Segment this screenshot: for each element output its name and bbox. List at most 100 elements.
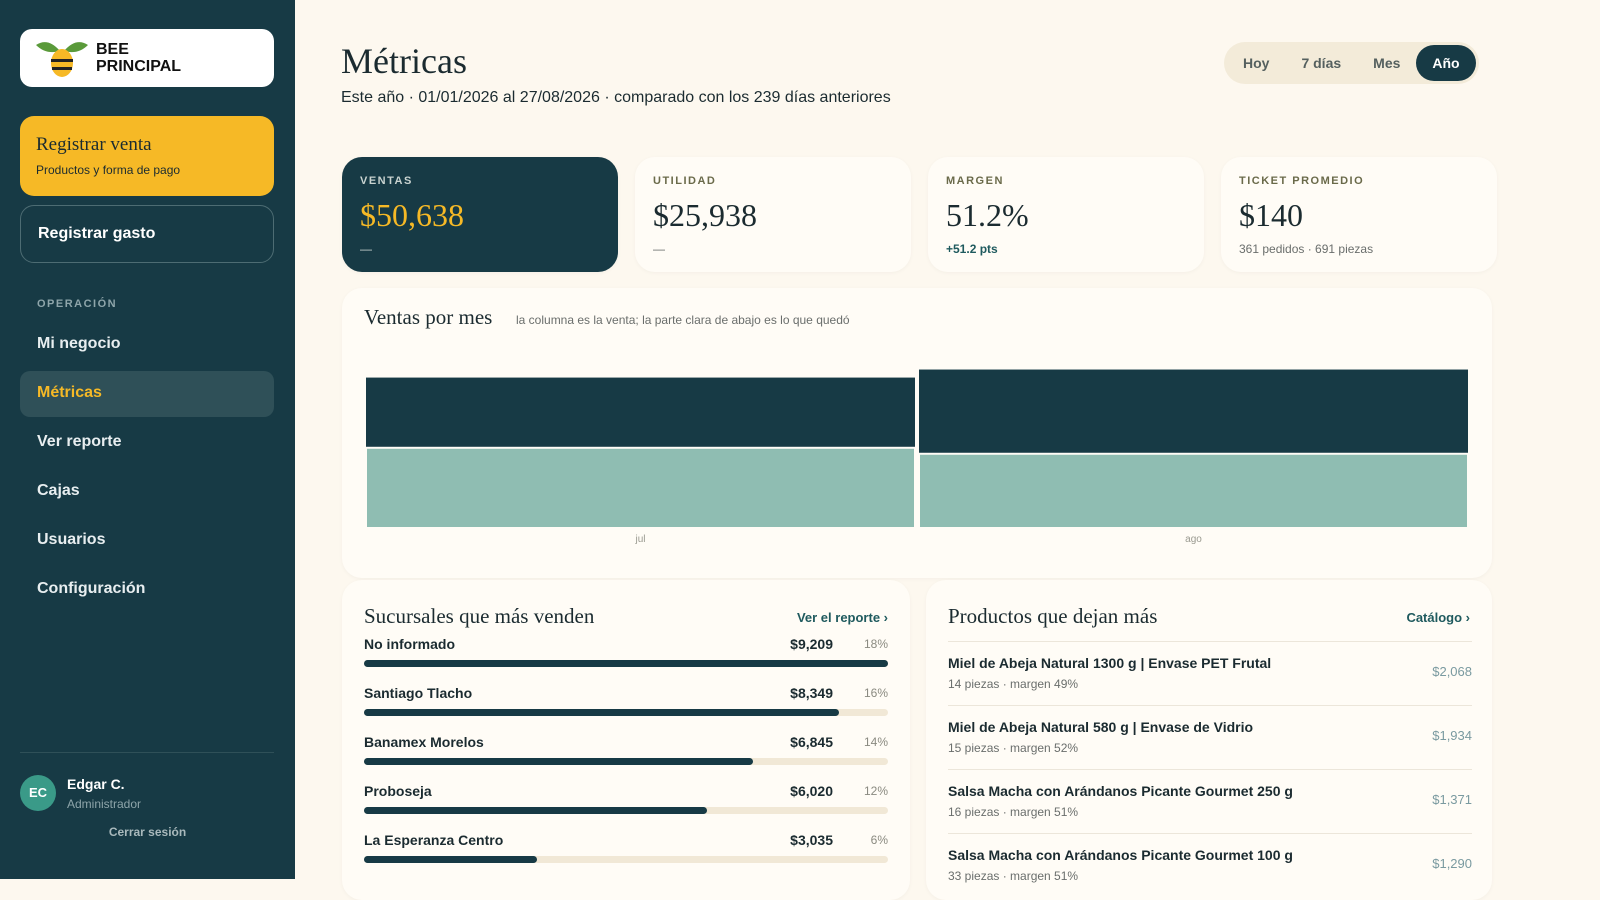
logo xyxy=(36,42,88,77)
kpi-label: UTILIDAD xyxy=(653,175,717,187)
kpi-value: $140 xyxy=(1239,197,1303,233)
period-button[interactable]: 7 días xyxy=(1301,55,1342,71)
kpi-value: $25,938 xyxy=(653,197,757,233)
nav-item[interactable]: Usuarios xyxy=(37,531,106,548)
user-name: Edgar C. xyxy=(67,776,125,792)
product-value: $1,371 xyxy=(1432,792,1472,807)
product-detail: 15 piezas · margen 52% xyxy=(948,741,1079,755)
kpi-note: — xyxy=(360,242,372,256)
chart: Ventas por mes la columna es la venta; l… xyxy=(364,305,1469,545)
product-detail: 33 piezas · margen 51% xyxy=(948,869,1079,883)
branch-row: No informado $9,209 18% xyxy=(364,636,888,684)
nav-item[interactable]: Mi negocio xyxy=(37,335,121,352)
x-tick-label: ago xyxy=(1185,534,1202,545)
product-name: Miel de Abeja Natural 1300 g | Envase PE… xyxy=(948,655,1272,671)
nav-item[interactable]: Cajas xyxy=(37,482,80,499)
kpi-value: 51.2% xyxy=(946,197,1029,233)
branch-bar xyxy=(364,758,754,765)
section-label: OPERACIÓN xyxy=(37,298,118,310)
product-name: Salsa Macha con Arándanos Picante Gourme… xyxy=(948,783,1293,799)
branch-bar xyxy=(364,807,707,814)
branch-share: 6% xyxy=(870,833,888,847)
bar-track xyxy=(364,856,888,863)
nav-item[interactable]: Configuración xyxy=(37,580,146,597)
branch-share: 14% xyxy=(863,735,888,749)
bar-track xyxy=(364,660,888,667)
branch-bar xyxy=(364,709,840,716)
profit-bar xyxy=(365,446,916,529)
period-button[interactable]: Hoy xyxy=(1243,55,1270,71)
branch-share: 16% xyxy=(863,686,888,700)
branch-share: 12% xyxy=(863,784,888,798)
product-detail: 16 piezas · margen 51% xyxy=(948,805,1079,819)
kpi-note: — xyxy=(653,242,665,256)
period-button[interactable]: Año xyxy=(1416,45,1476,81)
kpi-note: 361 pedidos · 691 piezas xyxy=(1239,242,1374,256)
body: BEE PRINCIPAL Registrar venta Productos … xyxy=(0,0,1497,883)
kpi-card: UTILIDAD $25,938 — xyxy=(635,157,911,272)
branch-amount: $3,035 xyxy=(790,832,833,848)
product-name: Miel de Abeja Natural 580 g | Envase de … xyxy=(948,719,1254,735)
primary-action[interactable]: Registrar venta Productos y forma de pag… xyxy=(20,116,274,196)
page-subtitle: Este año · 01/01/2026 al 27/08/2026 · co… xyxy=(341,89,891,106)
page-title: Métricas xyxy=(341,41,467,81)
x-tick-label: jul xyxy=(634,534,645,545)
kpi-note: +51.2 pts xyxy=(946,242,998,256)
product-value: $1,934 xyxy=(1432,728,1472,743)
chart-card: Ventas por mes la columna es la venta; l… xyxy=(342,288,1492,578)
brand: BEE PRINCIPAL xyxy=(20,29,274,87)
logout[interactable]: Cerrar sesión xyxy=(108,825,187,839)
product-value: $2,068 xyxy=(1432,664,1472,679)
kpi-card: VENTAS $50,638 — xyxy=(342,157,618,272)
avatar: EC xyxy=(20,775,56,811)
card-link[interactable]: Catálogo › xyxy=(1406,610,1470,625)
secondary-action[interactable]: Registrar gasto xyxy=(20,205,274,263)
bar-track xyxy=(364,709,888,716)
branch-name: Banamex Morelos xyxy=(364,734,484,750)
product-value: $1,290 xyxy=(1432,856,1472,871)
action-title: Registrar venta xyxy=(36,134,152,155)
branch-row: Santiago Tlacho $8,349 16% xyxy=(364,685,888,733)
action-subtitle: Productos y forma de pago xyxy=(36,163,181,177)
kpi-label: MARGEN xyxy=(946,175,1004,187)
card-link[interactable]: Ver el reporte › xyxy=(796,610,888,625)
bar-track xyxy=(364,758,888,765)
product-row: Miel de Abeja Natural 1300 g | Envase PE… xyxy=(948,641,1472,705)
chart-title: Ventas por mes xyxy=(364,305,492,329)
branch-amount: $9,209 xyxy=(790,636,833,652)
branch-row: Banamex Morelos $6,845 14% xyxy=(364,734,888,782)
branch-amount: $8,349 xyxy=(790,685,833,701)
products-card: Productos que dejan más Catálogo › Miel … xyxy=(926,580,1492,900)
profit-bar xyxy=(918,452,1469,529)
period-switch: Hoy 7 días Mes Año xyxy=(1224,42,1479,84)
product-name: Salsa Macha con Arándanos Picante Gourme… xyxy=(948,847,1293,863)
page: Métricas {"brand": {"line1": "BEE", "lin… xyxy=(0,0,1497,883)
branch-name: La Esperanza Centro xyxy=(364,832,504,848)
card-title: Productos que dejan más xyxy=(948,604,1158,628)
branch-row: La Esperanza Centro $3,035 6% xyxy=(364,832,888,880)
brand-line: PRINCIPAL xyxy=(96,58,182,75)
kpi-card: TICKET PROMEDIO $140 361 pedidos · 691 pie… xyxy=(1221,157,1497,272)
branch-bar xyxy=(364,856,537,863)
period-button[interactable]: Mes xyxy=(1373,55,1401,71)
branches-card: Sucursales que más venden Ver el reporte… xyxy=(342,580,910,900)
nav-item[interactable]: Métricas xyxy=(20,371,274,417)
user-role: Administrador xyxy=(67,797,142,811)
bar-track xyxy=(364,807,888,814)
kpi-card: MARGEN 51.2% +51.2 pts xyxy=(928,157,1204,272)
branch-bar xyxy=(364,660,888,667)
branch-share: 18% xyxy=(863,637,888,651)
branch-amount: $6,845 xyxy=(790,734,833,750)
product-row: Salsa Macha con Arándanos Picante Gourme… xyxy=(948,769,1472,833)
kpi-value: $50,638 xyxy=(360,197,464,233)
brand-line: BEE xyxy=(96,41,129,58)
branch-amount: $6,020 xyxy=(790,783,833,799)
chart-subtitle: la columna es la venta; la parte clara d… xyxy=(516,313,850,327)
card-title: Sucursales que más venden xyxy=(364,604,595,628)
branch-row: Proboseja $6,020 12% xyxy=(364,783,888,831)
branch-name: Proboseja xyxy=(364,783,432,799)
nav-item[interactable]: Ver reporte xyxy=(37,433,122,450)
kpi-label: TICKET PROMEDIO xyxy=(1239,175,1365,187)
branch-name: No informado xyxy=(364,636,455,652)
divider xyxy=(20,752,274,753)
